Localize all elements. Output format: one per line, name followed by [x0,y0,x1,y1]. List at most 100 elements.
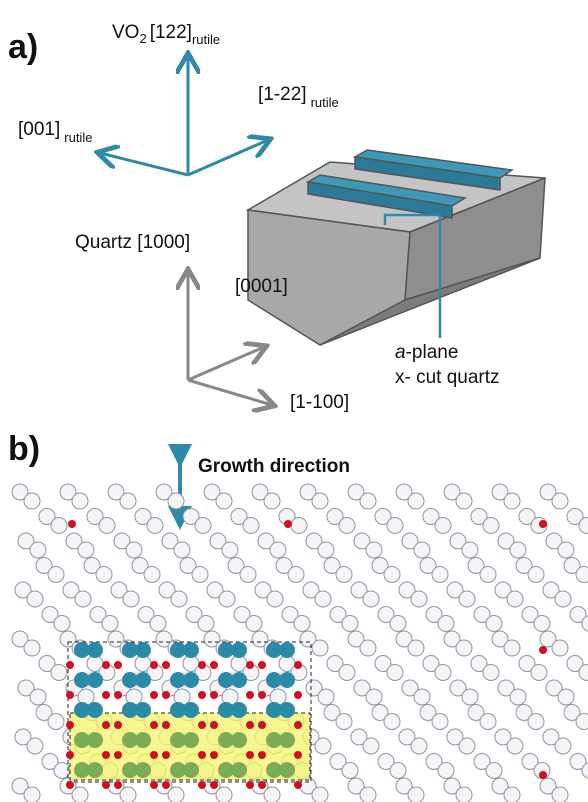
lattice-atom [30,689,46,705]
lattice-atom [120,493,136,509]
lattice-atom [342,763,358,779]
axis-label: [001]rutile [18,119,92,145]
lattice-atom [216,787,232,802]
oxygen [114,781,122,789]
lattice-atom [408,787,424,802]
lattice-atom [462,689,478,705]
lattice-atom [483,665,499,681]
lattice-atom [48,567,64,583]
annotation: Growth direction [198,456,350,477]
lattice-atom [24,640,40,656]
oxygen [102,781,110,789]
lattice-atom [147,518,163,534]
lattice-atom [456,493,472,509]
annotation: a-plane [395,342,458,363]
lattice-atom [438,763,454,779]
oxygen [258,781,266,789]
vanadium [135,702,151,718]
lattice-atom [510,689,526,705]
oxygen [294,691,302,699]
oxygen [162,781,170,789]
vanadium [279,672,295,688]
vanadium [231,732,247,748]
vanadium [231,642,247,658]
figure: a) VO2[122]rutile [1-22]rutile [001]ruti… [0,0,588,802]
lattice-atom [336,714,352,730]
lattice-atom [294,616,310,632]
lattice-atom [312,640,328,656]
lattice-atom [384,714,400,730]
lattice-atom [339,665,355,681]
oxygen [66,751,74,759]
axis-label: [0001] [235,276,288,297]
lattice-atom [267,591,283,607]
lattice-atom [552,640,568,656]
lattice-atom [507,591,523,607]
lattice-atom [102,616,118,632]
oxygen [162,751,170,759]
oxygen [198,721,206,729]
lattice-atom [432,567,448,583]
lattice-atom [390,763,406,779]
lattice-atom [486,616,502,632]
lattice-atom [384,567,400,583]
lattice-atom [438,616,454,632]
lattice-atom [435,518,451,534]
vanadium [279,762,295,778]
oxygen [198,781,206,789]
oxygen [150,691,158,699]
lattice-atom [555,591,571,607]
vanadium [87,732,103,748]
vanadium [135,762,151,778]
oxygen [294,721,302,729]
lattice-atom [528,567,544,583]
oxygen [162,721,170,729]
axis-label: [1-22]rutile [258,84,339,110]
oxygen [210,721,218,729]
panel-label: b) [8,430,40,468]
lattice-atom [48,714,64,730]
lattice-atom [198,616,214,632]
lattice-atom [24,493,40,509]
lattice-atom [270,542,286,558]
vanadium [87,702,103,718]
lattice-atom [171,591,187,607]
lattice-atom [318,542,334,558]
vanadium [183,672,199,688]
oxygen [258,751,266,759]
lattice-atom [222,542,238,558]
vanadium [279,642,295,658]
lattice-atom [174,542,190,558]
lattice-atom [459,591,475,607]
oxygen [114,661,122,669]
lattice-atom [531,665,547,681]
oxygen [66,721,74,729]
oxygen [102,691,110,699]
lattice-atom [480,567,496,583]
oxygen [114,691,122,699]
lattice-atom [216,493,232,509]
oxygen [539,771,547,779]
lattice-atom [312,493,328,509]
lattice-atom [123,591,139,607]
lattice-atom [51,665,67,681]
lattice-atom [507,738,523,754]
lattice-atom [456,787,472,802]
oxygen [246,721,254,729]
lattice-atom [246,616,262,632]
lattice-atom [432,714,448,730]
lattice-atom [414,689,430,705]
lattice-atom [24,787,40,802]
lattice-atom [318,689,334,705]
oxygen [102,751,110,759]
oxygen [294,781,302,789]
vanadium [231,702,247,718]
oxygen [162,691,170,699]
oxygen [198,661,206,669]
oxygen [102,661,110,669]
oxygen [539,646,547,654]
lattice-atom [264,493,280,509]
oxygen [66,781,74,789]
lattice-atom [360,640,376,656]
lattice-atom [510,542,526,558]
